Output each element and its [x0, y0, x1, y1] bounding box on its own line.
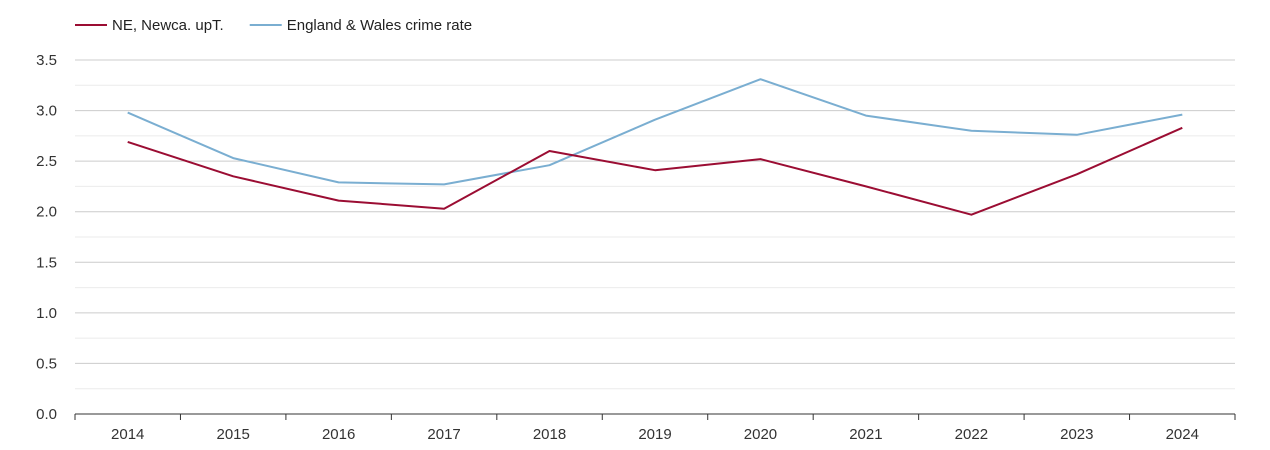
x-tick-label: 2017 [427, 426, 460, 443]
series-line-1 [127, 126, 1183, 216]
y-tick-label: 3.0 [36, 103, 57, 120]
y-tick-label: 2.5 [36, 153, 57, 170]
x-tick-label: 2020 [744, 426, 777, 443]
y-tick-label: 3.5 [36, 52, 57, 69]
legend-item-1: NE, Newca. upT. [75, 17, 224, 34]
legend-label: England & Wales crime rate [287, 17, 472, 34]
x-tick-label: 2016 [322, 426, 355, 443]
series-line-2 [127, 78, 1183, 186]
x-axis: 2014 2015 2016 2017 2018 2019 2020 2021 2022 2023… [74, 413, 1236, 443]
x-tick-label: 2019 [638, 426, 671, 443]
y-tick-label: 0.0 [36, 406, 57, 423]
x-tick-label: 2023 [1060, 426, 1093, 443]
y-tick-label: 2.0 [36, 204, 57, 221]
series-lines [127, 78, 1183, 216]
y-axis: 0.0 0.5 1.0 1.5 2.0 2.5 3.0 3.5 [36, 52, 57, 423]
legend: NE, Newca. upT. England & Wales crime rat… [75, 17, 472, 34]
x-tick-label: 2024 [1166, 426, 1199, 443]
x-tick-label: 2022 [955, 426, 988, 443]
y-tick-label: 1.5 [36, 254, 57, 271]
x-tick-label: 2014 [111, 426, 144, 443]
legend-label: NE, Newca. upT. [112, 17, 224, 34]
y-tick-label: 1.0 [36, 305, 57, 322]
gridlines [75, 59, 1235, 390]
x-tick-label: 2021 [849, 426, 882, 443]
y-tick-label: 0.5 [36, 355, 57, 372]
x-tick-label: 2018 [533, 426, 566, 443]
legend-item-2: England & Wales crime rate [249, 17, 472, 34]
x-tick-label: 2015 [216, 426, 249, 443]
